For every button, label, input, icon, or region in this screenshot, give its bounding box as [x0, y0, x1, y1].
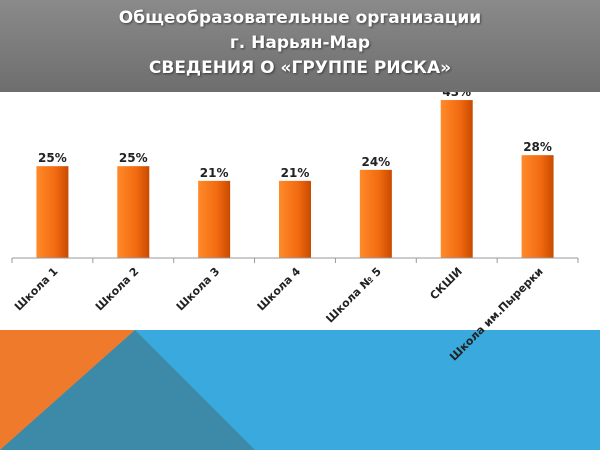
data-label: 21% [281, 166, 310, 180]
bar-chart: 25% 25% 21% 21% 24% 43% 28% Школа 1 Школа 2 Школ… [11, 92, 579, 364]
footer-decoration [0, 330, 255, 450]
bar [117, 166, 150, 258]
bar [359, 169, 392, 258]
bar [198, 180, 231, 258]
category-label: СКШИ [427, 265, 464, 302]
header-title-line3: СВЕДЕНИЯ О «ГРУППЕ РИСКА» [148, 58, 452, 78]
data-label: 25% [38, 151, 67, 165]
category-label: Школа № 5 [323, 265, 384, 326]
bar [279, 180, 311, 258]
category-label: Школа 4 [255, 265, 304, 314]
category-label: Школа 2 [93, 265, 141, 313]
data-label: 43% [442, 92, 471, 99]
header-title-line2: г. Нарьян-Мар [229, 33, 371, 53]
teal-triangle-shape [0, 330, 255, 450]
header-title-line1: Общеобразовательные организации [118, 8, 482, 28]
bar [36, 166, 69, 258]
bar [521, 155, 554, 258]
category-label: Школа 1 [12, 265, 60, 313]
data-label: 28% [523, 140, 552, 154]
data-label: 25% [119, 151, 148, 165]
data-label: 24% [361, 155, 390, 169]
category-label: Школа им.Пырерки [447, 265, 546, 364]
slide-header: Общеобразовательные организации г. Нарья… [0, 0, 600, 92]
bar [440, 100, 473, 258]
data-label: 21% [200, 166, 229, 180]
category-label: Школа 3 [174, 265, 222, 313]
